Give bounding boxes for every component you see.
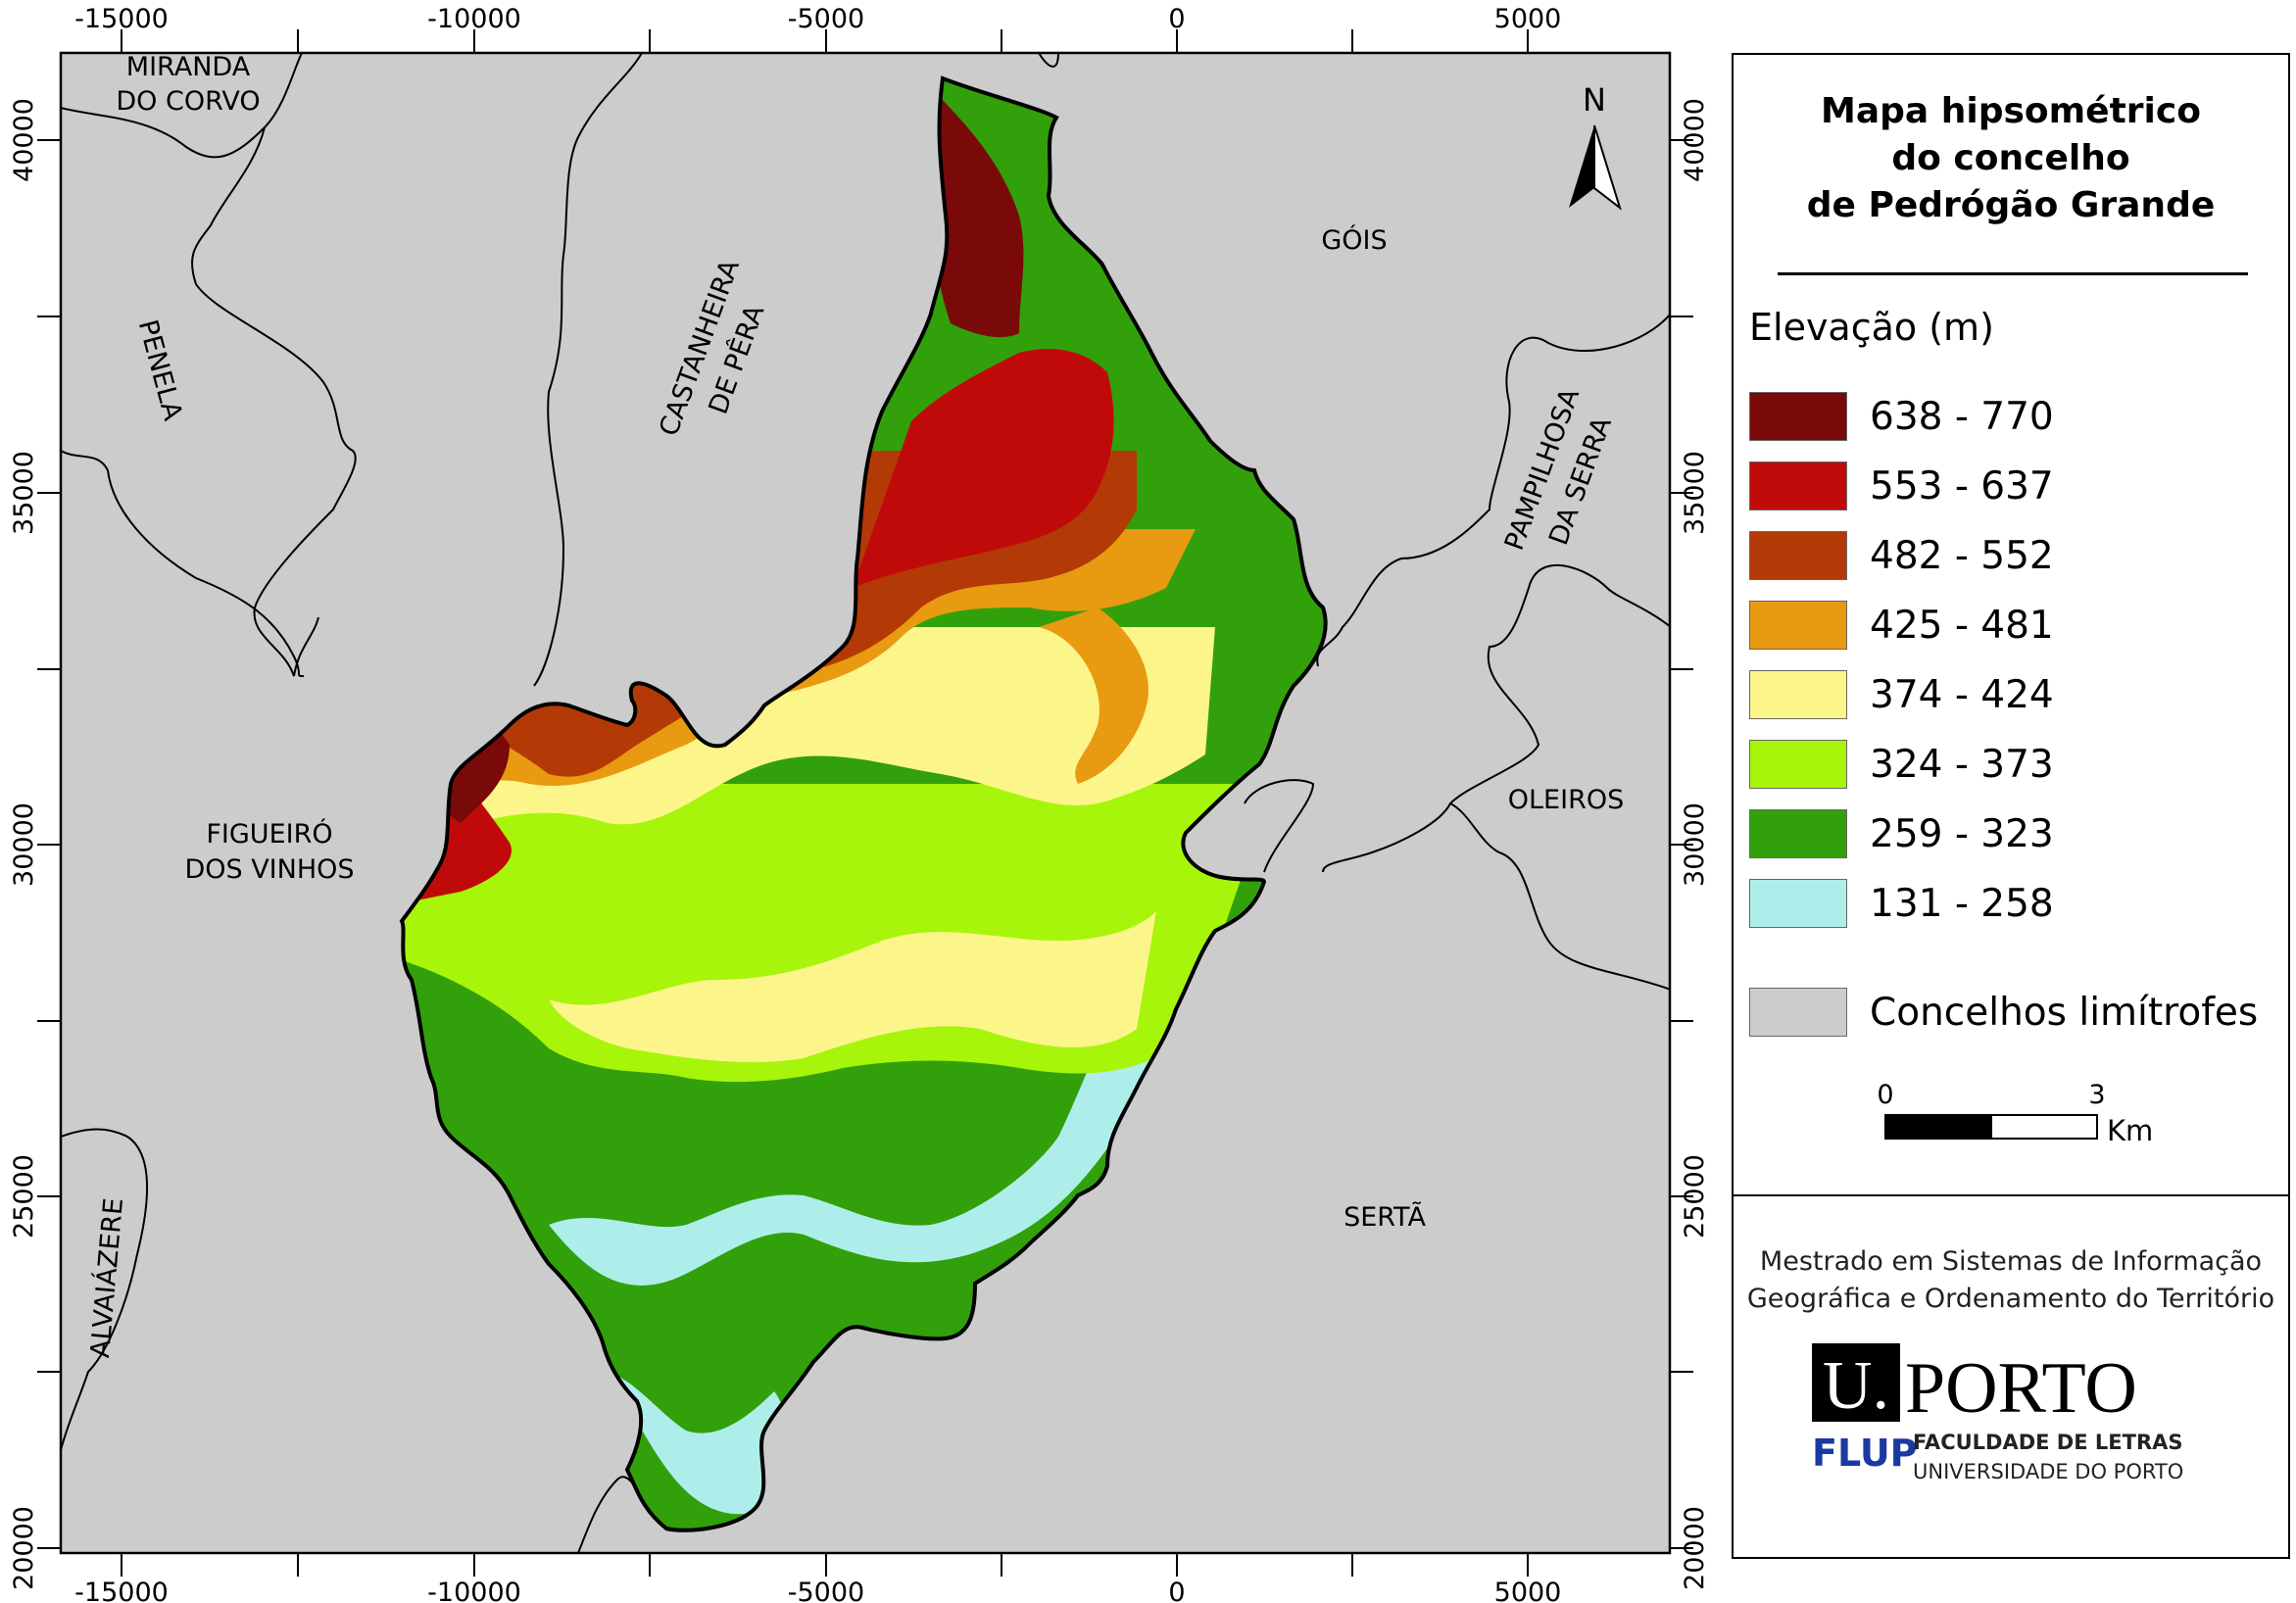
logo-university-text: UNIVERSIDADE DO PORTO	[1913, 1460, 2183, 1483]
map-title-line: do concelho	[1891, 138, 2130, 178]
legend-item: 374 - 424	[1749, 670, 2054, 719]
legend-item: 482 - 552	[1749, 531, 2054, 580]
legend-swatch	[1749, 531, 1847, 580]
legend-swatch	[1749, 670, 1847, 719]
scale-unit-label: Km	[2107, 1114, 2153, 1147]
scale-end-label: 3	[2088, 1080, 2105, 1110]
legend-heading: Elevação (m)	[1749, 306, 1994, 349]
label-gois: GÓIS	[1321, 224, 1387, 256]
north-arrow-right-icon	[1593, 124, 1622, 211]
legend-swatch	[1749, 879, 1847, 928]
credits-panel: Mestrado em Sistemas de Informação Geogr…	[1732, 1194, 2290, 1559]
x-tick-label: -10000	[427, 4, 521, 34]
uporto-flup-logo: U. PORTO FLUP FACULDADE DE LETRAS UNIVER…	[1812, 1343, 2183, 1483]
y-tick-label: 20000	[1680, 1506, 1710, 1590]
north-arrow: N	[1569, 81, 1622, 211]
y-tick-label: 35000	[1680, 451, 1710, 535]
elevation-band	[921, 78, 1024, 338]
y-tick-label: 30000	[9, 802, 39, 887]
legend-swatch	[1749, 740, 1847, 789]
credits-line: Geográfica e Ordenamento do Território	[1746, 1284, 2275, 1314]
logo-u-block	[1812, 1343, 1900, 1422]
x-tick-label: -5000	[788, 1578, 864, 1603]
legend-item-label: 553 - 637	[1870, 463, 2054, 509]
x-tick-label: 0	[1168, 4, 1185, 34]
map-frame	[59, 51, 1672, 1555]
elevation-band	[608, 1372, 789, 1515]
legend-item: 553 - 637	[1749, 461, 2054, 510]
legend-swatch	[1749, 809, 1847, 858]
legend-item: 638 - 770	[1749, 392, 2054, 441]
x-tick-labels-bottom: -15000 -10000 -5000 0 5000	[74, 1578, 1561, 1603]
ticks	[37, 29, 1693, 1577]
legend-item-neighbors: Concelhos limítrofes	[1749, 988, 2258, 1037]
credits-line: Mestrado em Sistemas de Informação	[1759, 1246, 2263, 1277]
legend-item: 259 - 323	[1749, 809, 2054, 858]
logo-u-text: U.	[1823, 1348, 1889, 1424]
legend-swatch-neighbors	[1749, 988, 1847, 1037]
x-tick-label: 5000	[1494, 4, 1562, 34]
legend-item-label: Concelhos limítrofes	[1870, 990, 2259, 1035]
x-tick-label: 5000	[1494, 1578, 1562, 1603]
x-tick-label: -15000	[74, 1578, 169, 1603]
legend-item-label: 638 - 770	[1870, 394, 2054, 439]
legend-item-label: 425 - 481	[1870, 603, 2054, 648]
map-title-line: Mapa hipsométrico	[1821, 91, 2201, 131]
label-figueiro-dos-vinhos-line2: DOS VINHOS	[184, 854, 354, 885]
y-tick-label: 25000	[1680, 1154, 1710, 1239]
y-tick-labels-right: 40000 35000 30000 25000 20000	[1680, 98, 1710, 1590]
legend-item: 131 - 258	[1749, 879, 2054, 928]
legend-item-label: 131 - 258	[1870, 881, 2054, 926]
legend-item: 324 - 373	[1749, 740, 2054, 789]
elevation-band	[853, 349, 1114, 588]
y-tick-label: 40000	[1680, 98, 1710, 182]
legend-swatch	[1749, 461, 1847, 510]
legend-item: 425 - 481	[1749, 601, 2054, 650]
legend-item-label: 259 - 323	[1870, 811, 2054, 856]
legend-panel: Mapa hipsométrico do concelho de Pedrógã…	[1732, 53, 2290, 1196]
x-tick-label: 0	[1168, 1578, 1185, 1603]
legend-item-label: 482 - 552	[1870, 533, 2054, 578]
elevation-band	[1039, 607, 1148, 784]
legend-item-label: 324 - 373	[1870, 742, 2054, 787]
elevation-band	[549, 960, 1162, 1286]
y-tick-label: 25000	[9, 1154, 39, 1239]
north-arrow-left-icon	[1569, 125, 1594, 208]
credits-text: Mestrado em Sistemas de Informação Geogr…	[1734, 1243, 2288, 1318]
logo-flup-text: FLUP	[1812, 1432, 1918, 1475]
x-tick-labels-top: -15000 -10000 -5000 0 5000	[74, 4, 1561, 34]
legend-swatch	[1749, 392, 1847, 441]
x-tick-label: -15000	[74, 4, 169, 34]
label-serta: SERTÃ	[1343, 1201, 1426, 1233]
title-divider	[1778, 272, 2248, 275]
logo-faculty-text: FACULDADE DE LETRAS	[1913, 1431, 2183, 1454]
x-tick-label: -5000	[788, 4, 864, 34]
scale-bar: 0 3 Km	[1877, 1080, 2153, 1147]
map-title: Mapa hipsométrico do concelho de Pedrógã…	[1734, 88, 2288, 229]
scale-segment-black	[1884, 1114, 1992, 1140]
y-tick-label: 40000	[9, 98, 39, 182]
label-oleiros: OLEIROS	[1508, 785, 1624, 815]
scale-segment-white	[1990, 1114, 2098, 1140]
scale-start-label: 0	[1877, 1080, 1893, 1110]
label-miranda-do-corvo-line2: DO CORVO	[116, 86, 260, 117]
y-tick-label: 35000	[9, 451, 39, 535]
elevation-band	[549, 911, 1156, 1063]
label-figueiro-dos-vinhos: FIGUEIRÓ	[206, 818, 332, 850]
map-title-line: de Pedrógão Grande	[1806, 185, 2216, 225]
legend-item-label: 374 - 424	[1870, 672, 2054, 717]
y-tick-label: 20000	[9, 1506, 39, 1590]
label-miranda-do-corvo: MIRANDA	[126, 52, 251, 82]
legend-swatch	[1749, 601, 1847, 650]
north-arrow-label: N	[1583, 81, 1606, 119]
x-tick-label: -10000	[427, 1578, 521, 1603]
y-tick-labels-left: 40000 35000 30000 25000 20000	[9, 98, 39, 1590]
y-tick-label: 30000	[1680, 802, 1710, 887]
logo-porto-text: PORTO	[1905, 1348, 2137, 1429]
